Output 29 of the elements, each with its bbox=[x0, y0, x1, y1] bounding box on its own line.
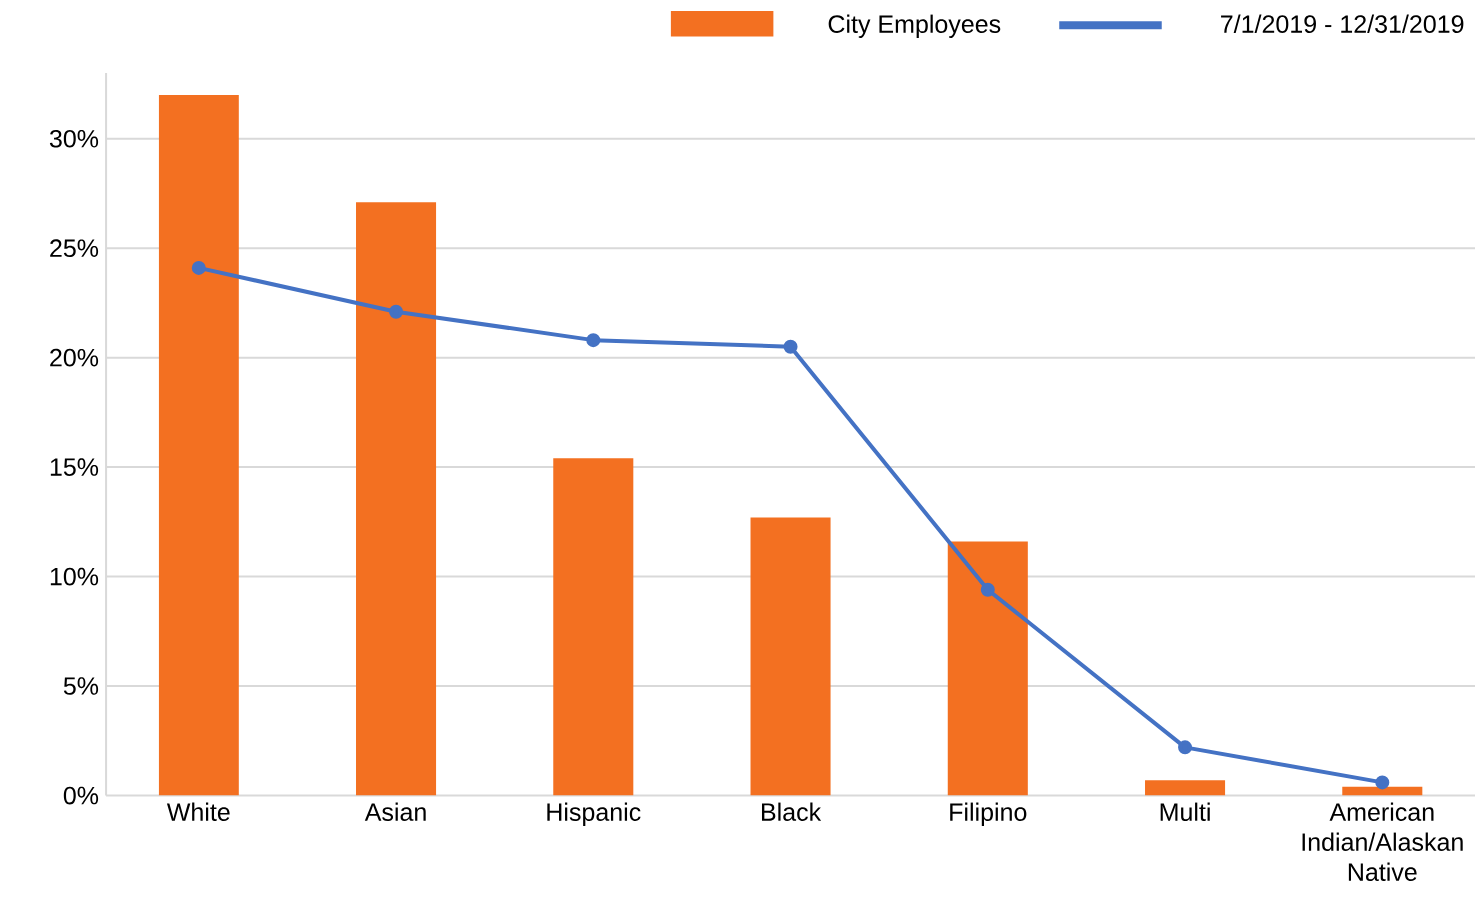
y-tick-label: 10% bbox=[50, 567, 99, 586]
bar bbox=[356, 202, 437, 796]
bar bbox=[947, 541, 1028, 796]
bar bbox=[158, 95, 239, 796]
x-tick-label: Hispanic bbox=[547, 802, 641, 827]
y-tick-label: 25% bbox=[50, 239, 99, 258]
y-tick-label: 5% bbox=[63, 677, 99, 696]
point bbox=[389, 304, 404, 319]
bar bbox=[1145, 780, 1226, 796]
point bbox=[980, 582, 995, 597]
x-tick-label: Black bbox=[761, 802, 822, 822]
y-tick-label: 15% bbox=[50, 458, 99, 477]
point bbox=[783, 339, 798, 354]
legend-label: 7/1/2019 - 12/31/2019 bbox=[1221, 14, 1464, 34]
point bbox=[586, 333, 601, 348]
point bbox=[191, 261, 206, 276]
x-tick-label: Filipino bbox=[950, 802, 1027, 827]
y-tick-label: 20% bbox=[50, 349, 99, 367]
bar bbox=[553, 458, 634, 796]
point bbox=[1375, 775, 1390, 790]
x-tick-label: White bbox=[166, 802, 230, 822]
point bbox=[1178, 740, 1193, 755]
x-tick-label: Asian bbox=[364, 802, 426, 822]
bar bbox=[750, 517, 831, 796]
legend-label: City Employees bbox=[828, 14, 1001, 39]
x-tick-label: Multi bbox=[1160, 802, 1210, 822]
y-tick-label: 0% bbox=[63, 786, 99, 805]
y-tick-label: 30% bbox=[49, 130, 99, 148]
x-tick-label: American Indian/Alaskan Native bbox=[1302, 802, 1463, 882]
